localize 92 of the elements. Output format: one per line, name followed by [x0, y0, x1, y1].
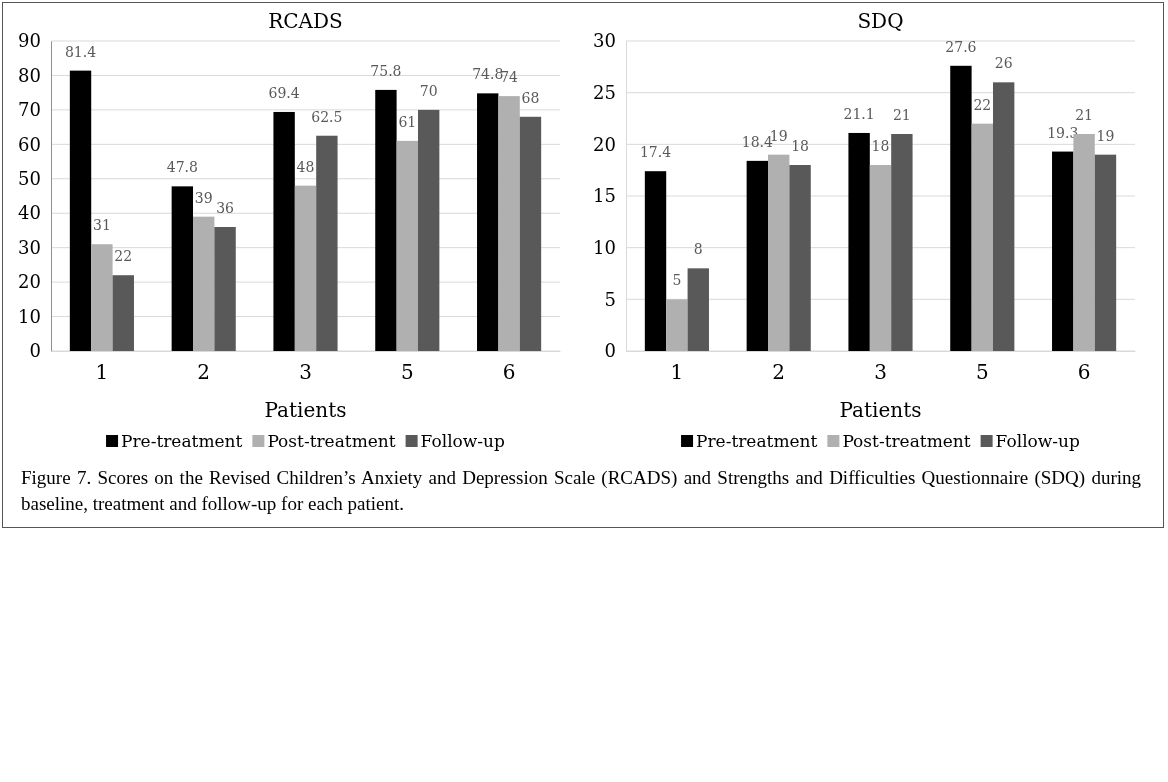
y-tick-label: 20	[593, 133, 616, 155]
data-label: 48	[296, 158, 315, 175]
x-tick-label: 6	[502, 360, 516, 385]
x-axis-title: Patients	[264, 398, 347, 422]
bar	[848, 132, 870, 351]
y-tick-label: 15	[593, 185, 616, 207]
bar	[273, 111, 295, 351]
data-label: 27.6	[945, 38, 977, 55]
x-tick-label: 5	[400, 360, 414, 385]
data-label: 22	[973, 96, 992, 113]
bar	[789, 165, 811, 351]
x-tick-label: 1	[670, 360, 684, 385]
data-label: 68	[521, 89, 540, 106]
x-tick-label: 1	[95, 360, 109, 385]
bar	[69, 70, 92, 351]
data-label: 17.4	[639, 144, 672, 161]
bar	[992, 82, 1015, 351]
bar	[91, 244, 113, 351]
bar	[768, 154, 790, 351]
data-label: 18	[871, 138, 890, 154]
data-label: 47.8	[166, 159, 198, 176]
y-tick-label: 90	[18, 30, 41, 52]
bar	[519, 116, 542, 351]
data-label: 21	[892, 107, 911, 123]
data-label: 81.4	[64, 43, 97, 60]
y-tick-label: 25	[593, 81, 616, 103]
bar	[1094, 154, 1117, 351]
bar	[396, 140, 418, 351]
bar	[869, 165, 892, 351]
x-tick-label: 2	[772, 360, 786, 385]
chart-title: RCADS	[268, 9, 343, 33]
bar	[891, 134, 913, 351]
y-tick-label: 0	[604, 340, 616, 362]
bar	[477, 93, 499, 351]
data-label: 26	[994, 55, 1013, 72]
data-label: 75.8	[370, 62, 402, 79]
data-label: 62.5	[311, 108, 343, 125]
bar	[294, 185, 317, 351]
legend-label: Follow-up	[420, 431, 506, 451]
y-tick-label: 60	[18, 133, 41, 155]
data-label: 5	[672, 272, 682, 289]
bar	[644, 171, 667, 351]
legend-label: Follow-up	[995, 431, 1081, 451]
x-tick-label: 3	[299, 360, 312, 385]
y-tick-label: 10	[593, 236, 616, 258]
data-label: 61	[398, 113, 417, 130]
bar	[193, 216, 215, 351]
data-label: 70	[419, 82, 438, 99]
y-tick-label: 5	[604, 288, 616, 310]
y-tick-label: 80	[18, 64, 41, 86]
data-label: 21	[1075, 107, 1094, 123]
caption: Figure 7. Scores on the Revised Children’s Anxiety and Depression Scale (RCADS) and Strengths and Difficulties Questionnaire (SDQ) during baseline, treatment and follow-up for each patient.	[21, 466, 1141, 516]
bar	[112, 275, 134, 351]
legend-label: Pre-treatment	[121, 431, 243, 451]
bar	[214, 227, 236, 351]
y-tick-label: 0	[29, 340, 41, 362]
bar	[746, 160, 769, 351]
legend-label: Post-treatment	[842, 431, 971, 451]
data-label: 22	[114, 248, 133, 265]
y-tick-label: 50	[18, 168, 41, 190]
data-label: 19	[1096, 127, 1115, 144]
bar	[687, 268, 709, 351]
data-label: 18	[791, 138, 809, 154]
x-tick-label: 5	[975, 360, 989, 385]
y-tick-label: 30	[18, 236, 41, 258]
x-tick-label: 2	[197, 360, 211, 385]
bar	[666, 299, 688, 351]
x-tick-label: 3	[874, 360, 887, 385]
bar	[498, 96, 520, 351]
chart-title: SDQ	[857, 9, 904, 33]
data-label: 21.1	[843, 105, 875, 122]
y-tick-label: 20	[18, 271, 41, 293]
data-label: 31	[92, 217, 111, 234]
data-label: 36	[216, 200, 235, 216]
x-tick-label: 6	[1077, 360, 1091, 385]
bar	[950, 65, 972, 351]
legend-label: Post-treatment	[267, 431, 396, 451]
bar	[375, 89, 397, 351]
y-tick-label: 30	[593, 30, 616, 52]
bar	[171, 186, 194, 351]
bar	[1052, 151, 1074, 351]
y-tick-label: 10	[18, 305, 41, 327]
bar	[316, 135, 338, 351]
bar	[417, 109, 440, 351]
data-label: 69.4	[268, 84, 300, 101]
data-label: 39	[194, 189, 213, 206]
y-tick-label: 40	[18, 202, 41, 224]
bar	[971, 123, 993, 351]
data-label: 8	[693, 241, 703, 258]
x-axis-title: Patients	[839, 398, 922, 422]
y-tick-label: 70	[18, 99, 41, 121]
legend-label: Pre-treatment	[696, 431, 818, 451]
